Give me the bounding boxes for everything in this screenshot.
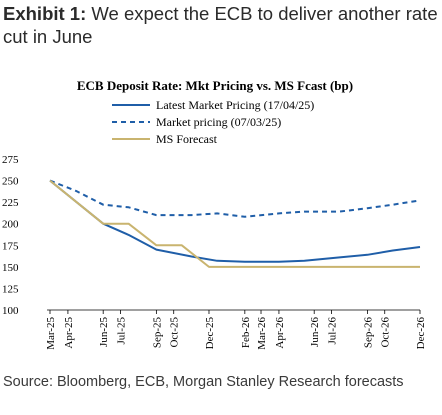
chart-axes: 100 125 150 175 200 225 250 275 Mar-25 Apr-25 Jun-… (2, 154, 427, 350)
x-tick-label: Sep-25 (151, 317, 163, 349)
y-tick-label: 175 (2, 240, 19, 252)
x-tick-label: Apr-25 (63, 317, 75, 349)
x-tick-label: Oct-25 (169, 317, 181, 348)
x-tick-label: Jul-26 (327, 317, 339, 345)
y-tick-label: 200 (2, 219, 19, 231)
series-line-1 (49, 179, 421, 263)
legend-label-2: Market pricing (07/03/25) (156, 115, 281, 129)
x-tick-label: Apr-26 (274, 317, 286, 349)
exhibit-text: We expect the ECB to deliver another rat… (3, 3, 438, 47)
x-tick-label: Jun-26 (309, 317, 321, 347)
series-line-2 (49, 179, 421, 218)
exhibit-label: Exhibit 1: (3, 3, 87, 24)
x-tick-label: Jul-25 (116, 317, 128, 345)
x-tick-label: Jun-25 (98, 317, 110, 347)
source-note: Source: Bloomberg, ECB, Morgan Stanley R… (3, 374, 404, 390)
x-tick-label: Mar-26 (256, 317, 268, 350)
legend-label-3: MS Forecast (156, 132, 218, 146)
chart-series (49, 179, 421, 268)
chart-legend: Latest Market Pricing (17/04/25) Market p… (112, 98, 314, 146)
y-tick-label: 250 (2, 176, 19, 188)
y-tick-label: 100 (2, 305, 19, 317)
legend-label-1: Latest Market Pricing (17/04/25) (156, 98, 314, 112)
x-tick-label: Feb-26 (240, 317, 252, 349)
x-tick-label: Dec-26 (415, 317, 427, 350)
y-tick-label: 150 (2, 262, 19, 274)
y-tick-label: 225 (2, 197, 19, 209)
x-tick-label: Sep-26 (362, 317, 374, 349)
series-line-3 (49, 179, 420, 268)
x-tick-label: Dec-25 (204, 317, 216, 350)
x-tick-label: Mar-25 (45, 317, 57, 350)
exhibit-caption: Exhibit 1: We expect the ECB to deliver … (3, 2, 439, 48)
x-tick-label: Oct-26 (380, 317, 392, 348)
y-tick-label: 275 (2, 154, 19, 166)
chart-title: ECB Deposit Rate: Mkt Pricing vs. MS Fca… (77, 78, 353, 93)
y-tick-label: 125 (2, 283, 19, 295)
